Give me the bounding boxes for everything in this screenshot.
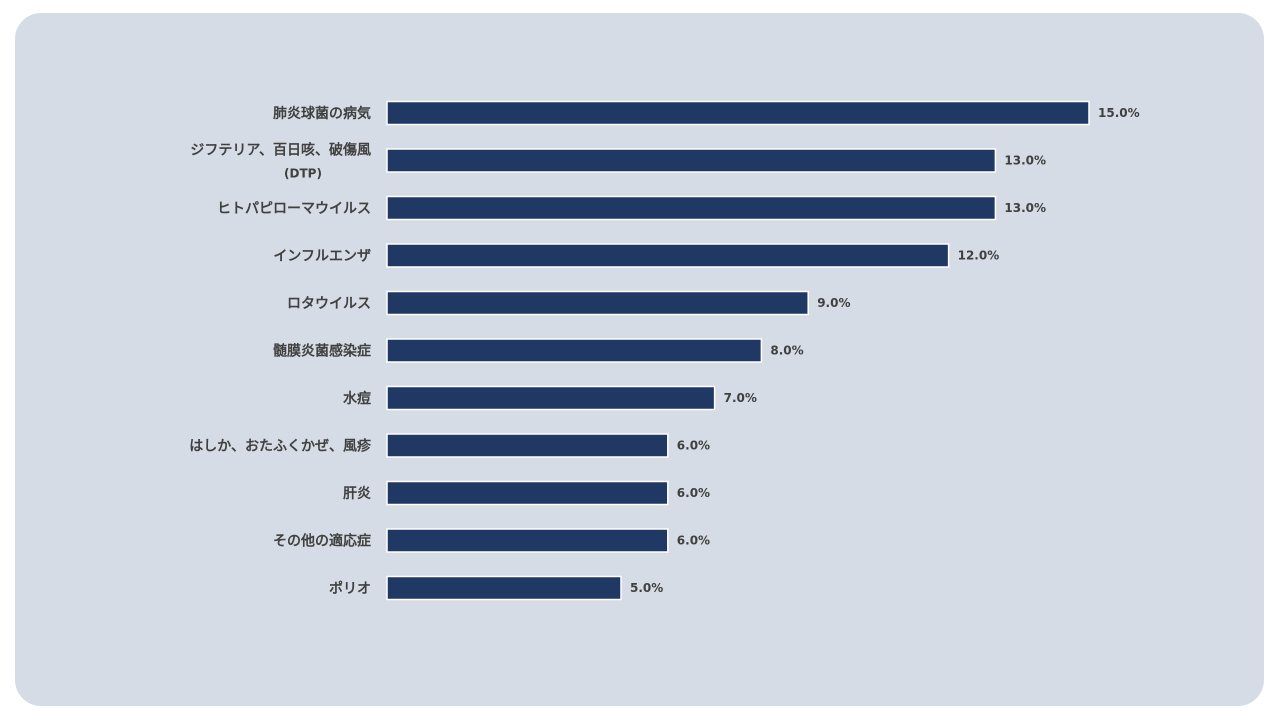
bar-4 [386,290,809,316]
category-label-5: 髄膜炎菌感染症 [273,343,371,360]
value-label-1: 13.0% [1004,154,1046,168]
value-labels: 15.0% 13.0% 13.0% 12.0% 9.0% 8.0% 7.0% 6.0% 6.0%… [630,106,1140,595]
category-label-7: はしか、おたふくかぜ、風疹 [189,438,372,455]
bar-10 [386,575,622,601]
value-label-3: 12.0% [958,249,1000,263]
bar-6 [386,385,716,411]
value-label-8: 6.0% [677,486,710,500]
category-label-9: その他の適応症 [273,533,371,550]
bar-3 [386,243,950,268]
value-label-7: 6.0% [677,439,710,453]
value-label-10: 5.0% [630,581,663,595]
category-label-1: ジフテリア、百日咳、破傷風(DTP) [190,142,371,181]
bar-1 [386,148,997,173]
category-label-0: 肺炎球菌の病気 [273,105,371,122]
value-label-4: 9.0% [817,296,850,310]
bar-8 [386,480,669,506]
value-label-9: 6.0% [677,534,710,548]
bar-0 [386,100,1090,126]
bar-9 [386,528,669,553]
category-label-3: インフルエンザ [273,249,371,265]
category-label-8: 肝炎 [343,486,371,502]
bar-2 [386,195,997,221]
category-label-6: 水痘 [343,390,371,407]
bars-layer [386,100,1090,601]
bar-5 [386,338,763,363]
value-label-6: 7.0% [724,391,757,405]
category-label-4: ロタウイルス [287,296,371,312]
value-label-2: 13.0% [1004,201,1046,215]
category-label-10: ポリオ [329,580,371,597]
value-label-0: 15.0% [1098,106,1140,120]
bar-7 [386,433,669,458]
value-label-5: 8.0% [770,344,803,358]
category-label-2: ヒトパピローマウイルス [217,201,371,217]
